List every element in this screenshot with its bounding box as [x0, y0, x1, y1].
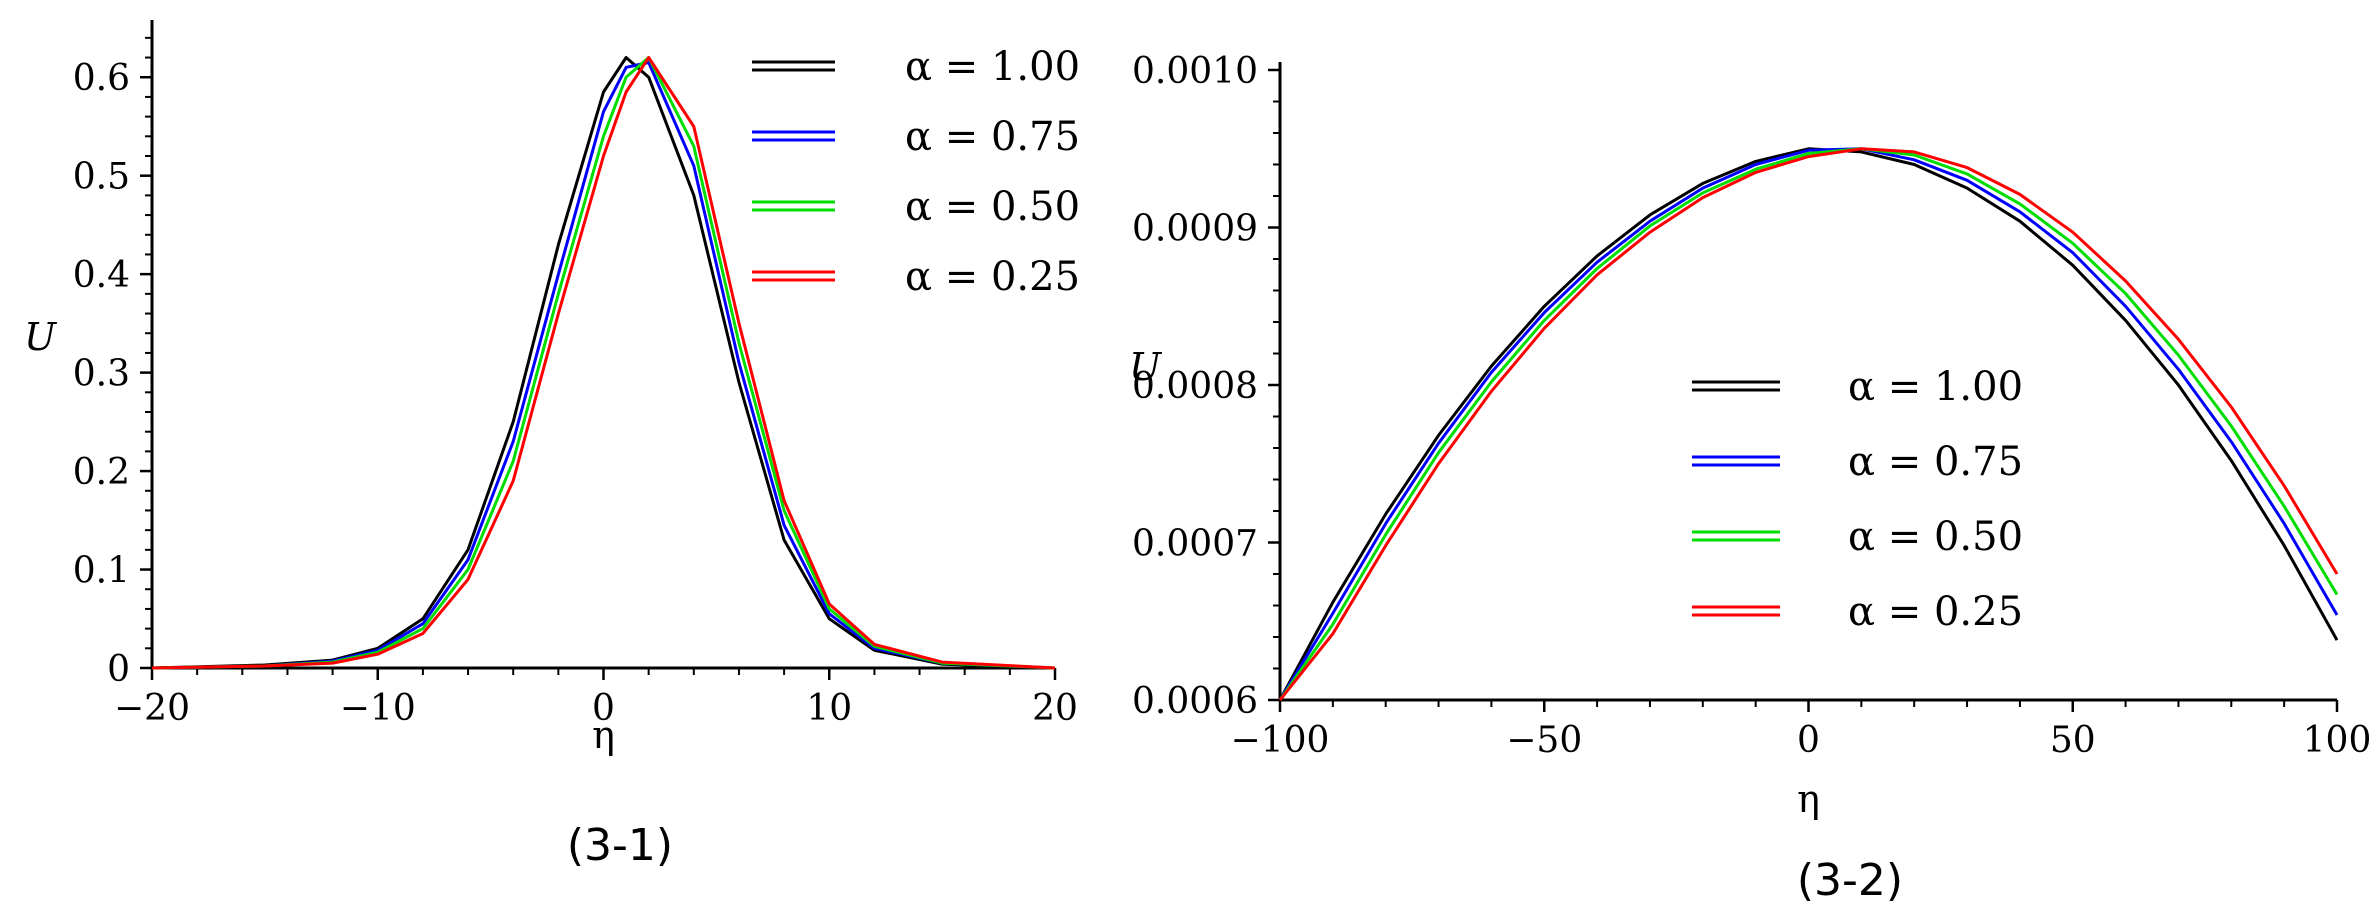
x-axis-title: η: [1797, 777, 1820, 821]
legend-label: α = 1.00: [1848, 364, 2023, 410]
panel-3-1: −20 −10 0 10 20 0 0.1 0.2 0.3 0.4 0.5 0.6 η Uα = 1.00…: [24, 20, 1080, 871]
panel-caption: (3-2): [1797, 855, 1903, 906]
legend-label: α = 0.75: [1848, 439, 2023, 485]
series-line-0: [1278, 147, 2339, 701]
y-axis-title: U: [24, 315, 58, 359]
y-tick-label: 0.2: [73, 452, 130, 493]
series-line-1: [1278, 147, 2339, 701]
legend-label: α = 0.25: [905, 254, 1080, 300]
x-tick-label: −20: [114, 688, 190, 729]
x-tick-label: 50: [2050, 720, 2096, 761]
y-tick-label: 0.4: [73, 255, 130, 296]
series-line-2: [1278, 147, 2339, 701]
series-line-2: [151, 56, 1056, 670]
x-tick-label: 0: [592, 688, 615, 729]
panel-3-2: −100 −50 0 50 100 0.0006 0.0007 0.0008 0.0009 0.0…: [1129, 51, 2371, 906]
legend-label: α = 0.75: [905, 114, 1080, 160]
y-tick-label: 0.0008: [1132, 366, 1258, 407]
y-tick-label: 0.6: [73, 58, 130, 99]
legend-label: α = 0.50: [1848, 514, 2023, 560]
series-line-1: [151, 61, 1056, 670]
panel-caption: (3-1): [567, 820, 673, 871]
series-line-3: [151, 56, 1056, 670]
x-tick-label: −50: [1506, 720, 1582, 761]
y-tick-label: 0.0010: [1132, 51, 1258, 92]
series-line-3: [1278, 147, 2339, 701]
y-tick-label: 0.3: [73, 354, 130, 395]
x-tick-label: −100: [1231, 720, 1330, 761]
y-tick-label: 0: [107, 649, 130, 690]
x-tick-label: −10: [340, 688, 416, 729]
series-line-0: [151, 56, 1056, 670]
x-tick-label: 0: [1797, 720, 1820, 761]
legend-label: α = 0.25: [1848, 589, 2023, 635]
x-tick-label: 100: [2303, 720, 2372, 761]
y-tick-label: 0.0006: [1132, 681, 1258, 722]
y-tick-label: 0.0007: [1132, 524, 1258, 565]
y-tick-label: 0.0009: [1132, 209, 1258, 250]
x-tick-label: 10: [806, 688, 852, 729]
legend-label: α = 0.50: [905, 184, 1080, 230]
y-tick-label: 0.1: [73, 551, 130, 592]
y-axis-title: U: [1129, 345, 1163, 389]
legend-label: α = 1.00: [905, 44, 1080, 90]
y-tick-label: 0.5: [73, 157, 130, 198]
x-axis-title: η: [592, 713, 615, 757]
x-tick-label: 20: [1032, 688, 1078, 729]
